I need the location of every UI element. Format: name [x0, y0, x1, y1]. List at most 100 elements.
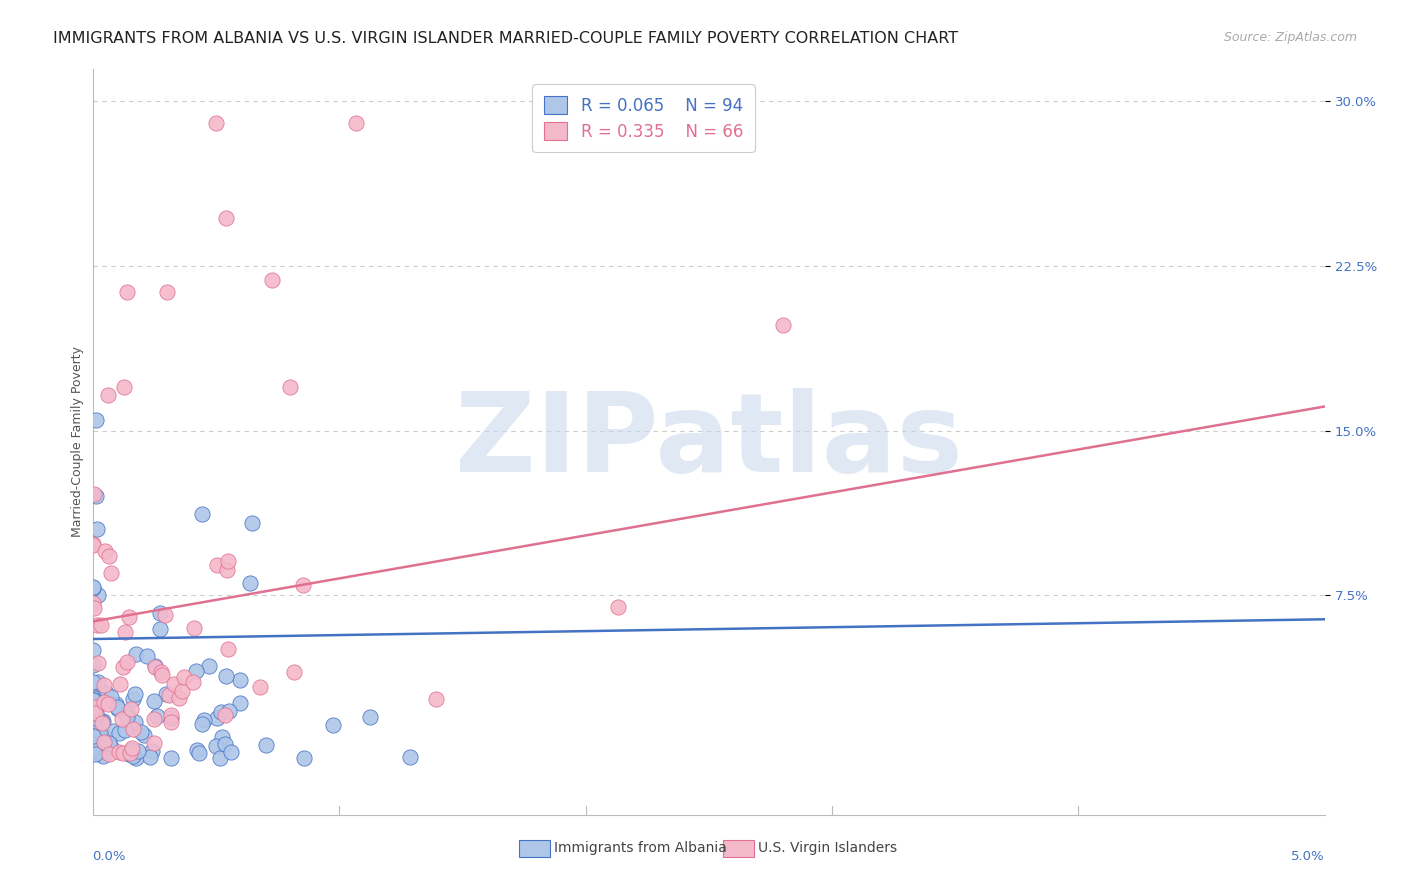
Point [217, 642, 239, 657]
Point [155, 687, 177, 701]
Point [100, 566, 122, 580]
Point [82, 537, 104, 551]
Point [82, 738, 104, 752]
Point [101, 723, 124, 738]
Point [294, 751, 316, 765]
Point [170, 683, 193, 698]
Point [239, 575, 262, 590]
Text: 5.0%: 5.0% [1291, 850, 1324, 863]
Point [82, 689, 104, 703]
Point [209, 751, 232, 765]
Point [425, 692, 447, 706]
Point [84, 706, 107, 721]
Point [82, 692, 104, 706]
Point [150, 668, 173, 682]
Point [97, 732, 120, 747]
Point [84, 706, 107, 720]
Point [97, 388, 120, 402]
Point [82, 731, 104, 746]
Point [160, 707, 183, 722]
Point [93, 678, 115, 692]
Text: 0.0%: 0.0% [93, 850, 127, 863]
Point [167, 691, 190, 706]
Point [186, 743, 208, 757]
Point [94, 738, 117, 752]
Point [283, 665, 305, 679]
Point [89, 747, 111, 761]
Point [83, 487, 105, 501]
Point [183, 621, 205, 635]
Point [107, 745, 129, 759]
Point [211, 730, 233, 744]
Point [91, 714, 114, 728]
Point [114, 723, 136, 737]
Point [84, 737, 107, 751]
Point [160, 714, 183, 729]
Point [83, 693, 105, 707]
Point [91, 715, 114, 730]
Point [84, 747, 107, 761]
Point [240, 516, 263, 531]
Point [82, 643, 104, 657]
Point [98, 747, 121, 761]
Point [112, 380, 135, 394]
Point [110, 677, 132, 691]
Point [114, 625, 136, 640]
Point [115, 710, 138, 724]
Point [118, 747, 141, 761]
Point [82, 596, 104, 610]
Point [215, 563, 238, 577]
Point [160, 711, 183, 725]
Legend: R = 0.065    N = 94, R = 0.335    N = 66: R = 0.065 N = 94, R = 0.335 N = 66 [533, 85, 755, 153]
Text: U.S. Virgin Islanders: U.S. Virgin Islanders [758, 841, 897, 855]
Y-axis label: Married-Couple Family Poverty: Married-Couple Family Poverty [72, 346, 84, 537]
Point [146, 708, 169, 723]
Point [107, 726, 129, 740]
Point [125, 751, 148, 765]
Point [399, 750, 422, 764]
Point [292, 578, 315, 592]
Text: Immigrants from Albania: Immigrants from Albania [554, 841, 727, 855]
Point [149, 622, 172, 636]
Point [121, 702, 143, 716]
Point [84, 489, 107, 503]
Point [84, 700, 107, 714]
Point [346, 116, 368, 130]
Point [127, 744, 149, 758]
Point [82, 580, 104, 594]
Point [93, 695, 115, 709]
Point [218, 704, 240, 718]
Point [87, 656, 110, 670]
Point [191, 716, 214, 731]
Point [124, 714, 146, 729]
Point [204, 116, 226, 130]
Point [607, 600, 630, 615]
Point [214, 211, 236, 226]
Point [82, 657, 104, 672]
Point [107, 702, 129, 716]
Point [249, 680, 271, 694]
Point [160, 751, 183, 765]
Point [91, 736, 114, 750]
Point [112, 746, 135, 760]
Point [115, 706, 138, 721]
Point [83, 706, 105, 720]
Point [100, 690, 122, 704]
Point [149, 606, 172, 620]
Point [111, 660, 134, 674]
Point [173, 670, 195, 684]
Point [131, 724, 153, 739]
Point [90, 617, 112, 632]
Point [124, 687, 146, 701]
Point [125, 647, 148, 661]
Point [190, 507, 212, 521]
Point [98, 549, 121, 564]
Point [205, 711, 228, 725]
Point [97, 697, 120, 711]
Point [143, 735, 166, 749]
Point [155, 285, 177, 300]
Point [135, 648, 157, 663]
Point [122, 692, 145, 706]
Point [205, 558, 228, 573]
Point [94, 686, 117, 700]
